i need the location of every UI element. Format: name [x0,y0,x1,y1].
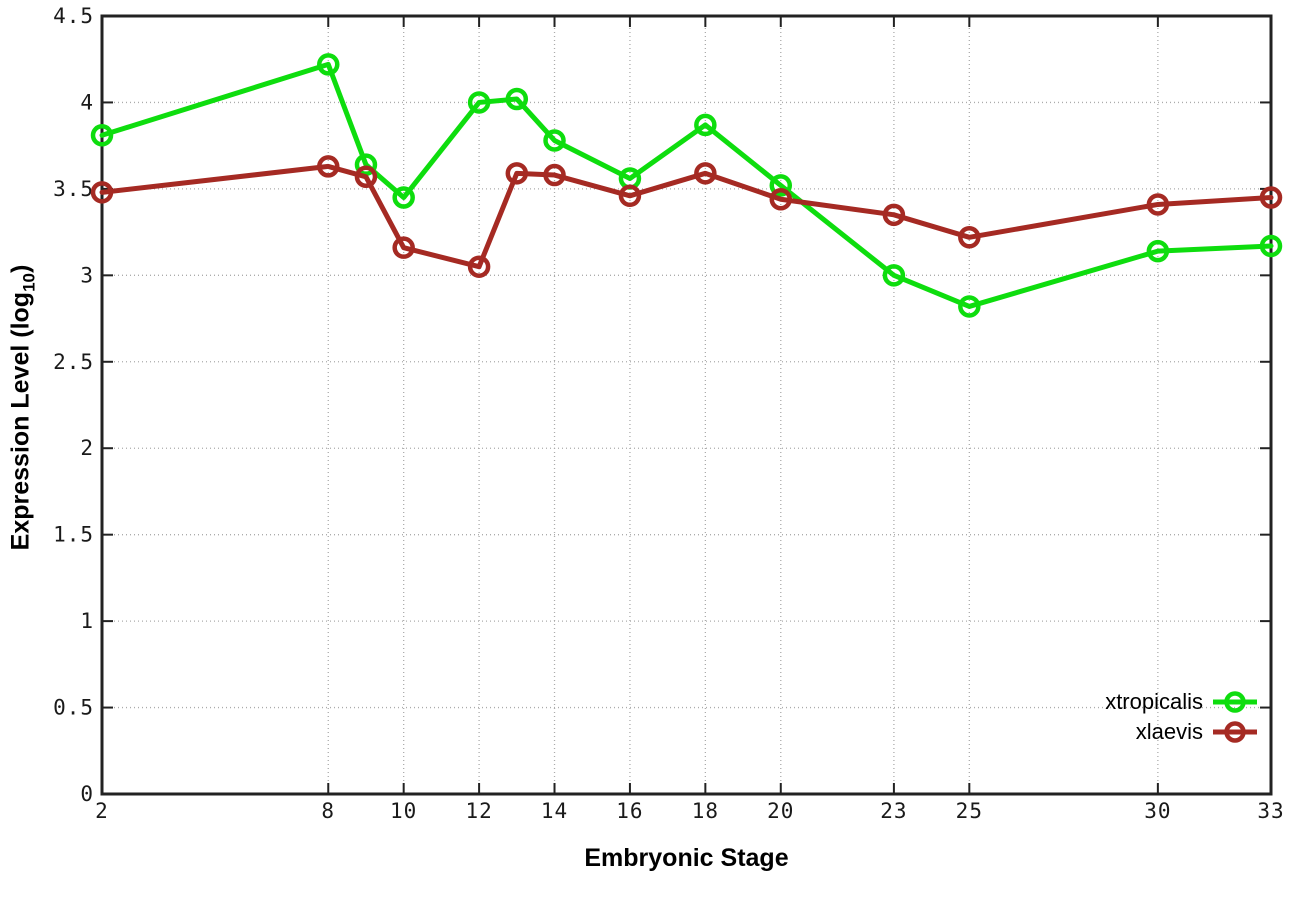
data-point-xtropicalis-30 [1146,239,1170,263]
x-tick-label: 12 [465,799,492,823]
data-point-xtropicalis-33 [1259,234,1283,258]
x-tick-label: 16 [616,799,643,823]
data-point-xlaevis-20 [769,188,793,211]
x-tick-label: 14 [541,799,568,823]
x-tick-label: 33 [1257,799,1284,823]
y-tick-label: 4 [80,90,94,114]
x-axis-title: Embryonic Stage [584,844,789,872]
series-line-xtropicalis [99,61,1274,309]
data-point-xlaevis-13 [505,162,529,185]
data-point-xtropicalis-8 [317,53,340,76]
legend-item-xlaevis: xlaevis [1105,717,1258,747]
x-tick-label: 30 [1144,799,1171,823]
y-tick-label: 2 [80,436,94,460]
x-tick-label: 8 [321,799,335,823]
data-point-xtropicalis-9 [354,153,378,176]
data-point-xtropicalis-12 [467,91,491,114]
legend: xtropicalis xlaevis [1105,687,1258,747]
y-axis-title-subscript: 10 [19,273,39,292]
legend-sample-xlaevis [1213,721,1257,743]
x-tick-label: 10 [390,799,417,823]
data-point-xtropicalis-23 [882,264,906,287]
legend-label-xlaevis: xlaevis [1135,719,1203,744]
data-point-xlaevis-25 [958,226,981,249]
legend-label-xtropicalis: xtropicalis [1105,689,1203,714]
y-axis-title-text: Expression Level (log [6,291,35,551]
data-point-xlaevis-10 [392,236,415,259]
x-tick-label: 18 [692,799,719,823]
data-point-xtropicalis-25 [958,295,981,318]
y-tick-label: 3 [80,263,94,287]
data-point-xlaevis-2 [90,181,114,204]
data-point-xlaevis-9 [354,165,378,189]
data-point-xlaevis-30 [1146,193,1170,216]
data-point-xtropicalis-18 [694,113,717,137]
series-line-xlaevis [99,163,1274,270]
legend-sample-xtropicalis [1213,691,1257,713]
y-tick-label: 1.5 [53,523,94,547]
data-point-xlaevis-8 [317,155,340,178]
y-tick-label: 3.5 [53,177,94,201]
x-tick-label: 23 [880,799,907,823]
x-tick-label: 2 [95,799,109,823]
y-tick-label: 0.5 [53,696,94,720]
x-tick-label: 20 [767,799,794,823]
legend-item-xtropicalis: xtropicalis [1105,687,1258,717]
y-tick-label: 4.5 [53,4,94,28]
data-point-xlaevis-23 [882,203,906,227]
data-point-xlaevis-18 [694,162,717,185]
y-tick-label: 0 [80,782,94,806]
data-point-xtropicalis-2 [90,124,114,147]
x-tick-label: 25 [956,799,983,823]
data-point-xtropicalis-14 [543,129,566,152]
y-axis-title: Expression Level (log10) [7,228,40,588]
y-tick-label: 2.5 [53,350,94,374]
data-point-xlaevis-14 [543,163,566,187]
legend-sample-marker [1224,691,1246,713]
data-point-xtropicalis-10 [392,186,415,209]
data-point-xlaevis-16 [618,184,642,208]
data-point-xlaevis-12 [467,255,491,278]
y-tick-label: 1 [80,609,94,633]
plot-border [100,14,1273,796]
y-axis-title-close: ) [6,264,35,273]
legend-sample-marker [1224,721,1246,743]
data-point-xtropicalis-13 [505,87,529,111]
data-point-xlaevis-33 [1259,186,1283,209]
data-point-xtropicalis-20 [769,174,793,197]
